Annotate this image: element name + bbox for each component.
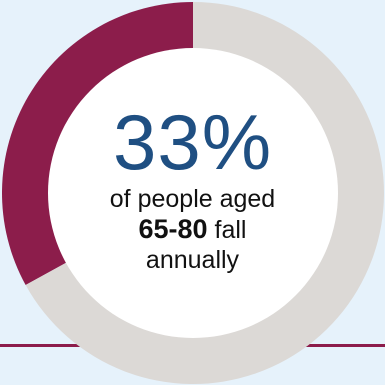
donut-hole [48, 48, 338, 338]
stat-line-1: of people aged [109, 185, 276, 213]
stat-verb: fall [207, 216, 247, 244]
stat-line-2: 65-80 fall [80, 214, 305, 245]
percent-label: 33% [112, 98, 273, 186]
stat-line-3: annually [145, 246, 240, 274]
stat-block: 33% of people aged 65-80 fall annually [80, 100, 305, 275]
age-range: 65-80 [138, 214, 208, 244]
